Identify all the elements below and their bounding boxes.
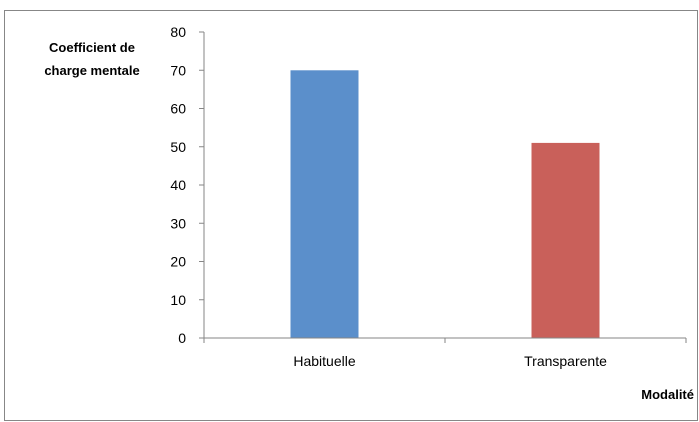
y-tick-label: 40 [170, 177, 186, 193]
y-tick-label: 80 [170, 24, 186, 40]
bar-transparente [531, 142, 600, 338]
y-tick-label: 10 [170, 292, 186, 308]
x-tick-label: Transparente [524, 353, 607, 369]
x-axis-title: Modalité [641, 387, 694, 402]
y-tick-label: 50 [170, 139, 186, 155]
plot-area: Habituelle Transparente 0 10 20 30 40 50 60 70 80 [170, 24, 687, 369]
y-axis-title: Coefficient de charge mentale [44, 40, 139, 78]
bar-habituelle [290, 70, 359, 339]
y-axis-title-line-1: Coefficient de [49, 40, 135, 55]
y-tick-label: 30 [170, 215, 186, 231]
y-tick-label: 0 [178, 330, 186, 346]
x-tick-label: Habituelle [293, 353, 355, 369]
y-axis-title-line-2: charge mentale [44, 63, 139, 78]
y-tick-label: 60 [170, 101, 186, 117]
y-tick-label: 70 [170, 62, 186, 78]
y-tick-label: 20 [170, 254, 186, 270]
